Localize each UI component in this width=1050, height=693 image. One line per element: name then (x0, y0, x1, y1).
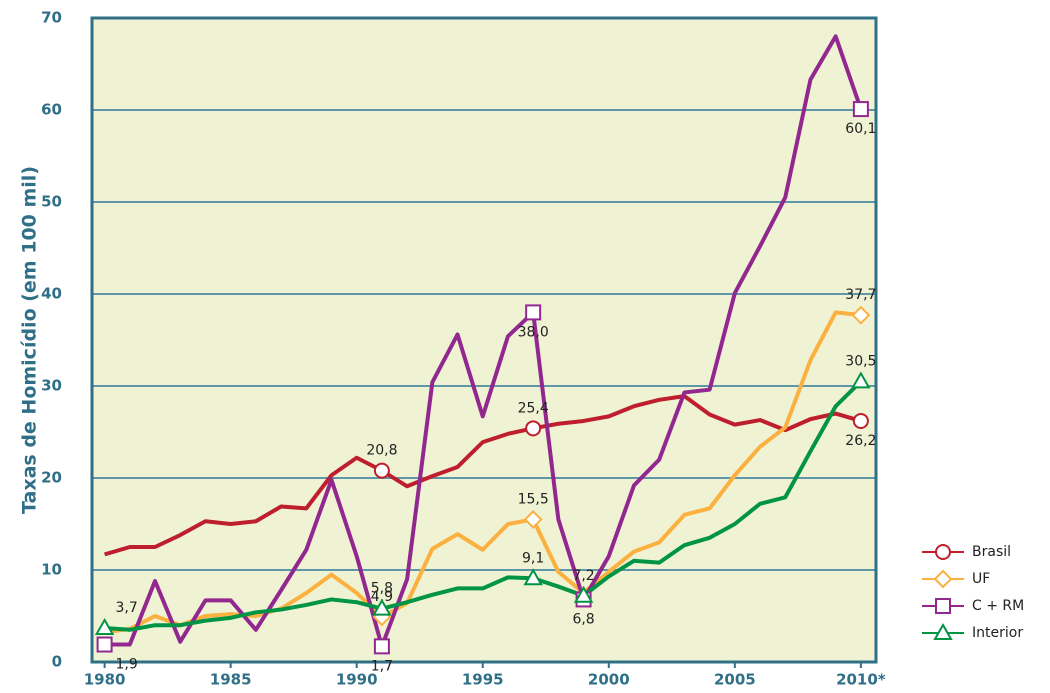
data-label: 7,2 (572, 568, 594, 584)
data-label: 15,5 (518, 491, 549, 507)
marker (94, 617, 115, 635)
data-label: 60,1 (845, 121, 876, 137)
legend-label: Interior (972, 625, 1023, 641)
marker (851, 305, 871, 325)
marker (933, 622, 953, 640)
data-label: 6,8 (572, 611, 594, 627)
series-line (104, 379, 863, 632)
plot-area (92, 18, 876, 662)
marker (852, 412, 869, 429)
y-tick-label: 40 (41, 285, 62, 303)
marker (525, 304, 542, 321)
marker (525, 420, 542, 437)
y-tick-label: 50 (41, 193, 62, 211)
data-label: 5,8 (371, 581, 393, 597)
marker (852, 101, 869, 118)
plot-frame (90, 16, 878, 664)
data-label: 30,5 (845, 353, 876, 369)
y-tick-label: 20 (41, 469, 62, 487)
marker (851, 371, 871, 389)
series-line (104, 34, 863, 649)
y-tick-label: 10 (41, 561, 62, 579)
data-label: 20,8 (366, 443, 397, 459)
data-label: 38,0 (518, 324, 549, 340)
series-line (104, 394, 862, 557)
marker (96, 636, 113, 653)
legend-label: Brasil (972, 544, 1011, 560)
x-tick-label: 2005 (714, 671, 756, 689)
y-tick-label: 70 (41, 9, 62, 27)
series-line (104, 310, 862, 635)
legend-label: UF (972, 571, 990, 587)
marker (935, 544, 951, 560)
x-tick-label: 1980 (84, 671, 126, 689)
marker (373, 462, 390, 479)
data-label: 1,9 (115, 657, 137, 673)
data-label: 1,7 (371, 658, 393, 674)
marker (372, 598, 392, 616)
marker (933, 569, 953, 589)
y-axis-label: Taxas de Homicídio (em 100 mil) (19, 166, 41, 514)
marker (935, 598, 951, 614)
x-tick-label: 2000 (588, 671, 630, 689)
x-tick-label: 1985 (210, 671, 252, 689)
marker (523, 509, 543, 529)
marker (373, 638, 390, 655)
marker (523, 568, 543, 586)
data-label: 26,2 (845, 433, 876, 449)
data-label: 37,7 (845, 287, 876, 303)
data-label: 3,7 (115, 600, 137, 616)
marker (573, 585, 594, 603)
x-tick-label: 1990 (336, 671, 378, 689)
y-tick-label: 30 (41, 377, 62, 395)
y-tick-label: 0 (52, 653, 62, 671)
y-tick-label: 60 (41, 101, 62, 119)
data-label: 25,4 (518, 400, 549, 416)
x-tick-label: 2010* (836, 671, 886, 689)
legend-label: C + RM (972, 598, 1024, 614)
data-label: 4,9 (371, 589, 393, 605)
x-tick-label: 1995 (462, 671, 504, 689)
data-label: 9,1 (522, 550, 544, 566)
